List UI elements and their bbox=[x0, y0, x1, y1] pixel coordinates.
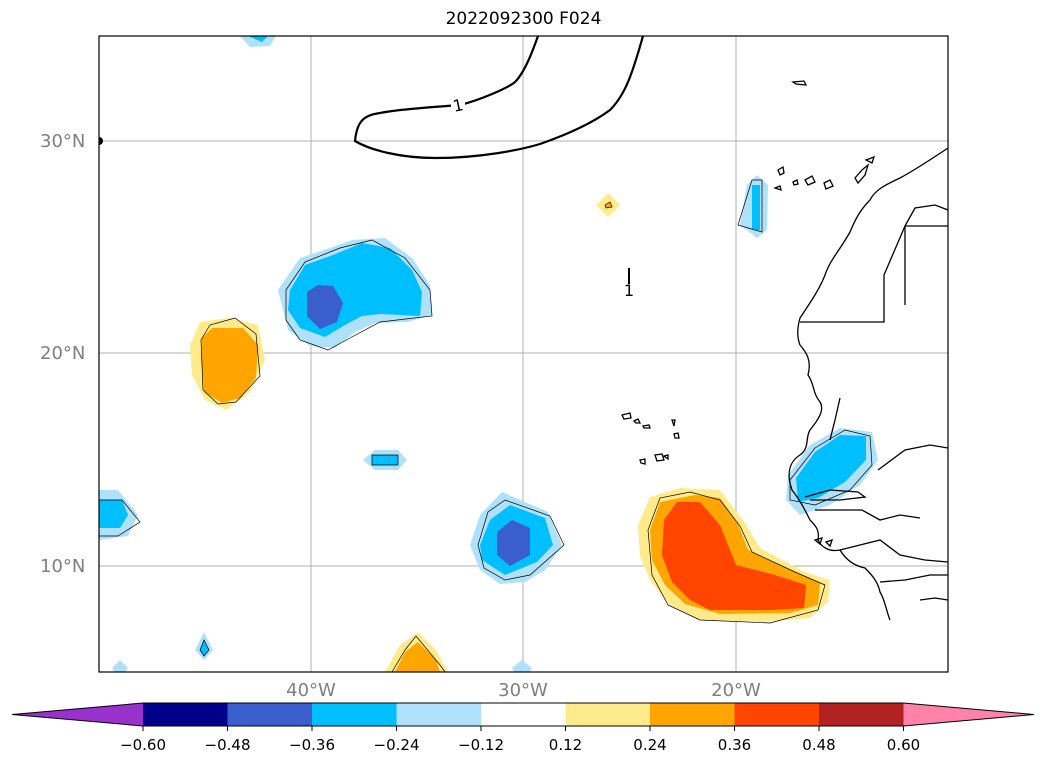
negative-anomaly-region-north bbox=[240, 36, 276, 47]
negative-anomaly-region-canary bbox=[737, 175, 768, 238]
colorbar-tick-label: 0.48 bbox=[802, 736, 836, 754]
lat-label-20n: 20°N bbox=[40, 343, 86, 364]
map-panel: 1 1 bbox=[98, 35, 949, 673]
colorbar-segment bbox=[650, 703, 735, 726]
map-border bbox=[98, 35, 949, 673]
colorbar-tick-label: −0.12 bbox=[458, 736, 504, 754]
colorbar-extend-min bbox=[12, 703, 143, 726]
colorbar-tick-label: −0.48 bbox=[204, 736, 251, 754]
thick-contour-line bbox=[353, 36, 645, 160]
colorbar-tick-label: −0.60 bbox=[120, 736, 166, 754]
negative-anomaly-region-central bbox=[278, 238, 433, 351]
negative-anomaly-region-senegal bbox=[786, 428, 878, 515]
negative-anomaly-region-tiny bbox=[112, 632, 532, 672]
contour-label-small: 1 bbox=[624, 281, 634, 300]
lat-label-30n: 30°N bbox=[40, 131, 86, 152]
colorbar-segment bbox=[227, 703, 313, 726]
colorbar-tick-label: 0.36 bbox=[717, 736, 752, 754]
colorbar-segment bbox=[565, 703, 651, 726]
colorbar-tick-label: −0.24 bbox=[373, 736, 420, 754]
colorbar-segment bbox=[143, 703, 228, 726]
negative-anomaly-region-southwest bbox=[470, 492, 565, 584]
lon-label-40w: 40°W bbox=[286, 680, 336, 701]
colorbar-segment bbox=[396, 703, 482, 726]
colorbar-tick-label: −0.36 bbox=[289, 736, 335, 754]
lon-label-20w: 20°W bbox=[711, 680, 761, 701]
colorbar-segment bbox=[481, 703, 566, 726]
map-title: 2022092300 F024 bbox=[445, 9, 602, 29]
negative-anomaly-region-west bbox=[99, 490, 141, 540]
positive-anomaly-region-bottom bbox=[385, 632, 448, 672]
colorbar-segment bbox=[819, 703, 904, 726]
lat-label-10n: 10°N bbox=[40, 556, 86, 577]
positive-anomaly-region-west bbox=[190, 317, 265, 410]
negative-anomaly-region-small bbox=[363, 450, 407, 470]
contour-marker bbox=[99, 137, 103, 145]
colorbar-outline bbox=[11, 702, 1035, 727]
colorbar-tick-label: 0.24 bbox=[633, 736, 667, 754]
colorbar-extend-max bbox=[903, 703, 1034, 726]
colorbar-segment bbox=[734, 703, 820, 726]
colorbar-tick-label: 0.12 bbox=[548, 736, 583, 754]
contour-label: 1 bbox=[451, 95, 465, 116]
coastlines bbox=[621, 80, 948, 621]
lon-label-30w: 30°W bbox=[498, 680, 548, 701]
positive-anomaly-region-south bbox=[638, 488, 830, 624]
colorbar-tick-label: 0.60 bbox=[886, 736, 921, 754]
colorbar-segment bbox=[312, 703, 397, 726]
positive-anomaly-region-small bbox=[596, 193, 620, 217]
